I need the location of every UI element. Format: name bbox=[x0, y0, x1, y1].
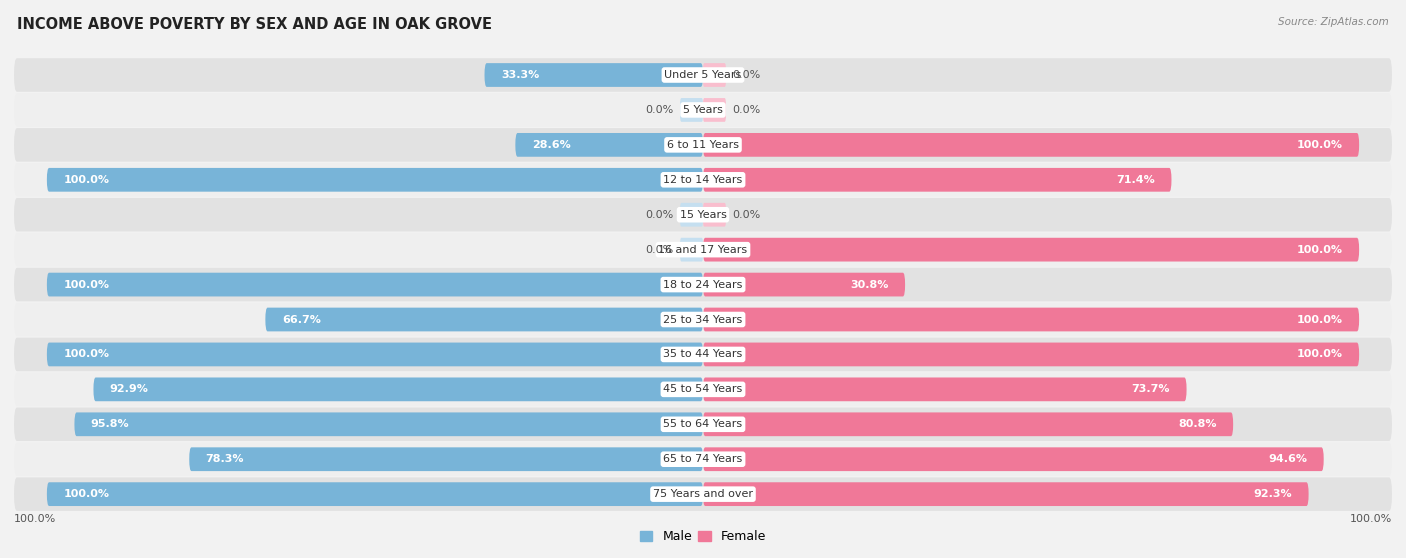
FancyBboxPatch shape bbox=[14, 303, 1392, 336]
FancyBboxPatch shape bbox=[703, 203, 725, 227]
Text: 100.0%: 100.0% bbox=[14, 514, 56, 525]
Text: 100.0%: 100.0% bbox=[63, 349, 110, 359]
FancyBboxPatch shape bbox=[703, 168, 1171, 191]
FancyBboxPatch shape bbox=[703, 98, 725, 122]
FancyBboxPatch shape bbox=[14, 373, 1392, 406]
FancyBboxPatch shape bbox=[703, 307, 1360, 331]
Legend: Male, Female: Male, Female bbox=[636, 525, 770, 549]
Text: 0.0%: 0.0% bbox=[645, 244, 673, 254]
FancyBboxPatch shape bbox=[703, 273, 905, 296]
Text: 0.0%: 0.0% bbox=[645, 210, 673, 220]
Text: 30.8%: 30.8% bbox=[851, 280, 889, 290]
Text: 0.0%: 0.0% bbox=[733, 70, 761, 80]
Text: Source: ZipAtlas.com: Source: ZipAtlas.com bbox=[1278, 17, 1389, 27]
FancyBboxPatch shape bbox=[516, 133, 703, 157]
FancyBboxPatch shape bbox=[46, 168, 703, 191]
Text: 73.7%: 73.7% bbox=[1132, 384, 1170, 395]
Text: 94.6%: 94.6% bbox=[1268, 454, 1308, 464]
Text: Under 5 Years: Under 5 Years bbox=[665, 70, 741, 80]
Text: 45 to 54 Years: 45 to 54 Years bbox=[664, 384, 742, 395]
FancyBboxPatch shape bbox=[681, 238, 703, 262]
Text: 75 Years and over: 75 Years and over bbox=[652, 489, 754, 499]
FancyBboxPatch shape bbox=[14, 163, 1392, 196]
FancyBboxPatch shape bbox=[266, 307, 703, 331]
Text: 100.0%: 100.0% bbox=[1296, 349, 1343, 359]
FancyBboxPatch shape bbox=[46, 482, 703, 506]
FancyBboxPatch shape bbox=[14, 442, 1392, 476]
FancyBboxPatch shape bbox=[14, 93, 1392, 127]
FancyBboxPatch shape bbox=[14, 58, 1392, 92]
FancyBboxPatch shape bbox=[14, 478, 1392, 511]
Text: 92.9%: 92.9% bbox=[110, 384, 149, 395]
FancyBboxPatch shape bbox=[93, 378, 703, 401]
Text: 0.0%: 0.0% bbox=[733, 210, 761, 220]
Text: 100.0%: 100.0% bbox=[1296, 244, 1343, 254]
Text: 100.0%: 100.0% bbox=[63, 175, 110, 185]
FancyBboxPatch shape bbox=[14, 338, 1392, 371]
Text: 16 and 17 Years: 16 and 17 Years bbox=[658, 244, 748, 254]
FancyBboxPatch shape bbox=[703, 238, 1360, 262]
Text: 100.0%: 100.0% bbox=[1296, 140, 1343, 150]
FancyBboxPatch shape bbox=[703, 133, 1360, 157]
Text: INCOME ABOVE POVERTY BY SEX AND AGE IN OAK GROVE: INCOME ABOVE POVERTY BY SEX AND AGE IN O… bbox=[17, 17, 492, 32]
FancyBboxPatch shape bbox=[703, 63, 725, 87]
Text: 100.0%: 100.0% bbox=[1350, 514, 1392, 525]
FancyBboxPatch shape bbox=[703, 378, 1187, 401]
FancyBboxPatch shape bbox=[681, 98, 703, 122]
Text: 6 to 11 Years: 6 to 11 Years bbox=[666, 140, 740, 150]
Text: 100.0%: 100.0% bbox=[63, 489, 110, 499]
FancyBboxPatch shape bbox=[14, 233, 1392, 266]
Text: 71.4%: 71.4% bbox=[1116, 175, 1156, 185]
Text: 5 Years: 5 Years bbox=[683, 105, 723, 115]
FancyBboxPatch shape bbox=[703, 343, 1360, 366]
FancyBboxPatch shape bbox=[14, 128, 1392, 162]
Text: 15 Years: 15 Years bbox=[679, 210, 727, 220]
FancyBboxPatch shape bbox=[485, 63, 703, 87]
Text: 33.3%: 33.3% bbox=[501, 70, 538, 80]
FancyBboxPatch shape bbox=[681, 203, 703, 227]
Text: 80.8%: 80.8% bbox=[1178, 419, 1216, 429]
Text: 65 to 74 Years: 65 to 74 Years bbox=[664, 454, 742, 464]
FancyBboxPatch shape bbox=[14, 407, 1392, 441]
Text: 92.3%: 92.3% bbox=[1254, 489, 1292, 499]
Text: 0.0%: 0.0% bbox=[645, 105, 673, 115]
FancyBboxPatch shape bbox=[46, 273, 703, 296]
Text: 18 to 24 Years: 18 to 24 Years bbox=[664, 280, 742, 290]
FancyBboxPatch shape bbox=[190, 448, 703, 471]
Text: 95.8%: 95.8% bbox=[91, 419, 129, 429]
Text: 78.3%: 78.3% bbox=[205, 454, 245, 464]
FancyBboxPatch shape bbox=[703, 448, 1323, 471]
FancyBboxPatch shape bbox=[75, 412, 703, 436]
Text: 0.0%: 0.0% bbox=[733, 105, 761, 115]
Text: 66.7%: 66.7% bbox=[281, 315, 321, 325]
Text: 55 to 64 Years: 55 to 64 Years bbox=[664, 419, 742, 429]
FancyBboxPatch shape bbox=[703, 412, 1233, 436]
FancyBboxPatch shape bbox=[703, 482, 1309, 506]
Text: 35 to 44 Years: 35 to 44 Years bbox=[664, 349, 742, 359]
FancyBboxPatch shape bbox=[14, 268, 1392, 301]
FancyBboxPatch shape bbox=[46, 343, 703, 366]
FancyBboxPatch shape bbox=[14, 198, 1392, 232]
Text: 100.0%: 100.0% bbox=[1296, 315, 1343, 325]
Text: 28.6%: 28.6% bbox=[531, 140, 571, 150]
Text: 100.0%: 100.0% bbox=[63, 280, 110, 290]
Text: 25 to 34 Years: 25 to 34 Years bbox=[664, 315, 742, 325]
Text: 12 to 14 Years: 12 to 14 Years bbox=[664, 175, 742, 185]
